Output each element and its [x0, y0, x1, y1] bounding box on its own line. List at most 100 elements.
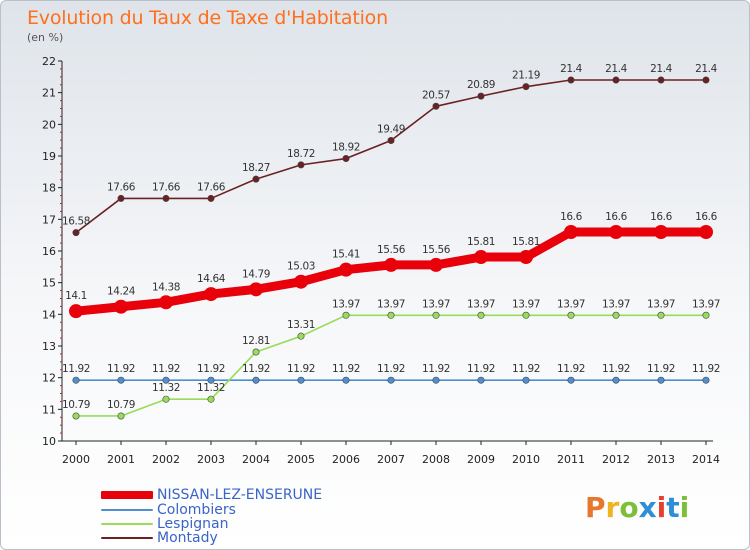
y-tick-label: 18: [42, 182, 56, 195]
data-point: [657, 376, 665, 384]
chart-title: Evolution du Taux de Taxe d'Habitation: [27, 7, 388, 29]
data-point: [702, 311, 710, 319]
data-label: 11.32: [197, 382, 225, 394]
legend-label: NISSAN-LEZ-ENSERUNE: [157, 487, 323, 503]
data-label: 13.31: [287, 319, 315, 331]
data-point: [699, 225, 713, 239]
data-point: [432, 311, 440, 319]
data-point: [342, 376, 350, 384]
data-point: [702, 376, 710, 384]
data-label: 21.4: [605, 63, 627, 75]
data-label: 16.6: [695, 211, 717, 223]
data-label: 13.97: [647, 298, 675, 310]
data-label: 21.4: [560, 63, 582, 75]
data-label: 15.03: [287, 261, 315, 273]
data-label: 11.92: [602, 363, 630, 375]
x-tick-label: 2005: [287, 453, 315, 466]
x-tick-label: 2009: [467, 453, 495, 466]
data-point: [384, 257, 398, 272]
y-tick-label: 17: [42, 213, 56, 226]
data-point: [477, 311, 485, 319]
y-tick-label: 21: [42, 87, 56, 100]
y-tick-label: 12: [42, 372, 56, 385]
data-point: [477, 376, 485, 384]
data-point: [342, 311, 350, 319]
data-point: [567, 76, 575, 84]
data-label: 11.32: [152, 382, 180, 394]
x-tick-label: 2012: [602, 453, 630, 466]
data-label: 11.92: [107, 363, 135, 375]
data-point: [72, 376, 80, 384]
data-label: 11.92: [647, 363, 675, 375]
data-label: 13.97: [422, 298, 450, 310]
x-tick-label: 2008: [422, 453, 450, 466]
data-point: [159, 295, 173, 310]
data-label: 10.79: [107, 399, 135, 411]
legend-label: Colombiers: [157, 502, 236, 518]
data-point: [474, 250, 488, 265]
data-point: [609, 225, 623, 239]
logo-letter: P: [585, 491, 606, 524]
data-label: 17.66: [152, 181, 181, 193]
data-label: 14.24: [107, 286, 136, 298]
y-tick-label: 10: [42, 435, 56, 448]
data-label: 21.4: [695, 63, 717, 75]
proxiti-logo: Proxiti: [585, 491, 689, 524]
data-label: 14.1: [65, 290, 87, 302]
data-point: [207, 395, 215, 403]
data-label: 10.79: [62, 399, 90, 411]
x-tick-label: 2014: [692, 453, 720, 466]
data-point: [612, 76, 620, 84]
data-label: 15.56: [377, 244, 406, 256]
data-point: [387, 376, 395, 384]
data-label: 13.97: [467, 298, 495, 310]
data-point: [567, 376, 575, 384]
data-label: 11.92: [692, 363, 720, 375]
data-label: 11.92: [332, 363, 360, 375]
legend-swatch: [101, 491, 153, 499]
x-tick-label: 2006: [332, 453, 360, 466]
data-label: 20.89: [467, 79, 495, 91]
data-label: 20.57: [422, 89, 450, 101]
data-label: 21.4: [650, 63, 672, 75]
x-tick-label: 2001: [107, 453, 135, 466]
data-label: 11.92: [557, 363, 585, 375]
legend-swatch: [101, 537, 153, 539]
data-label: 11.92: [62, 363, 90, 375]
y-tick-label: 13: [42, 340, 56, 353]
data-point: [297, 332, 305, 340]
data-point: [114, 299, 128, 314]
data-point: [252, 376, 260, 384]
y-tick-label: 15: [42, 277, 56, 290]
data-label: 13.97: [332, 298, 360, 310]
data-point: [387, 311, 395, 319]
series-line-3: [75, 79, 707, 234]
y-tick-label: 14: [42, 308, 56, 321]
data-label: 17.66: [107, 181, 136, 193]
logo-letter: r: [605, 491, 620, 524]
data-point: [207, 376, 215, 384]
legend-swatch: [101, 523, 153, 525]
data-point: [342, 155, 350, 163]
data-point: [564, 225, 578, 239]
y-tick-label: 22: [42, 55, 56, 68]
y-tick-label: 16: [42, 245, 56, 258]
data-label: 11.92: [512, 363, 540, 375]
chart-subtitle: (en %): [27, 31, 64, 44]
x-tick-label: 2010: [512, 453, 540, 466]
data-label: 14.79: [242, 268, 270, 280]
x-tick-label: 2013: [647, 453, 675, 466]
data-point: [477, 92, 485, 100]
data-point: [162, 376, 170, 384]
data-point: [429, 257, 443, 272]
data-point: [387, 136, 395, 144]
data-label: 17.66: [197, 181, 226, 193]
data-point: [249, 282, 263, 297]
data-label: 11.92: [377, 363, 405, 375]
y-tick-label: 20: [42, 118, 56, 131]
data-point: [567, 311, 575, 319]
data-label: 15.41: [332, 249, 360, 261]
data-label: 13.97: [377, 298, 405, 310]
legend-swatch: [101, 509, 153, 511]
